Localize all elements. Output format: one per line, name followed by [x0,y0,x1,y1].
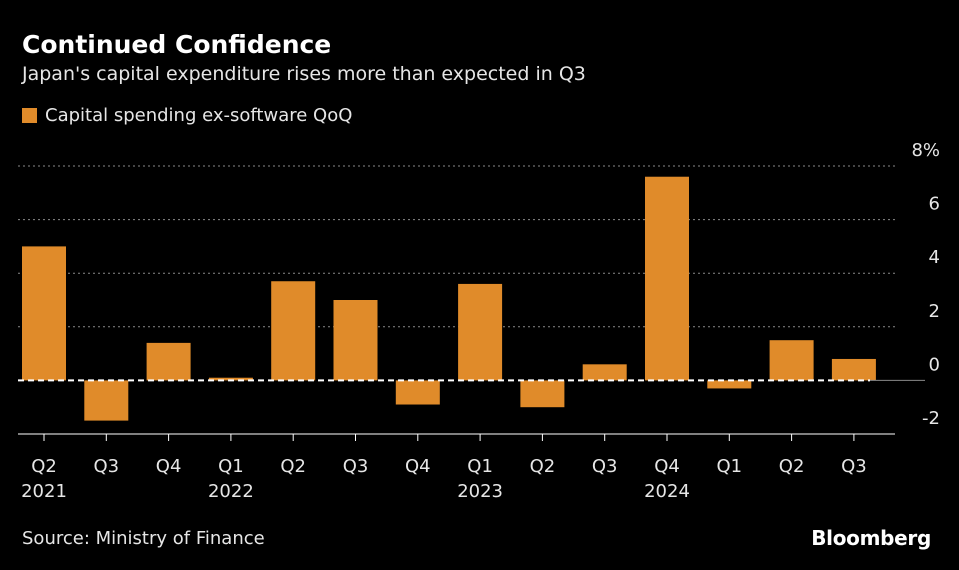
y-tick-label: 6 [929,194,940,215]
bar [520,380,565,408]
bar [84,380,129,421]
bar [208,377,253,381]
bar [769,340,814,381]
x-tick-label: Q2 [779,456,805,477]
x-tick-label: Q4 [156,456,182,477]
bar [395,380,440,405]
bar [333,300,378,381]
bar [22,246,66,381]
legend: Capital spending ex-software QoQ [22,105,352,126]
legend-label: Capital spending ex-software QoQ [45,105,353,126]
x-tick-label: Q1 [716,456,742,477]
tick-labels: 8% 6 4 2 0 -2 Q2 2021 Q3 Q4 Q1 2022 Q2 Q3 Q4 Q1 2023 Q2 Q3… [21,140,940,502]
legend-swatch [22,108,37,123]
bar [707,380,752,389]
chart-title: Continued Confidence [22,30,332,59]
axes [18,379,925,441]
x-year-label: 2022 [208,481,254,502]
x-tick-label: Q3 [841,456,867,477]
bar [271,281,316,381]
x-tick-label: Q4 [405,456,431,477]
x-tick-label: Q3 [93,456,119,477]
x-tick-label: Q3 [343,456,369,477]
bar [645,176,689,381]
y-tick-label: 4 [929,247,940,268]
y-tick-label: 0 [929,354,940,375]
bar [458,283,503,381]
x-year-label: 2021 [21,481,67,502]
x-year-label: 2024 [644,481,690,502]
x-tick-label: Q3 [592,456,618,477]
x-tick-label: Q2 [530,456,556,477]
x-tick-label: Q1 [218,456,244,477]
source-note: Source: Ministry of Finance [22,528,265,549]
y-tick-label: -2 [922,408,940,429]
bar [831,358,876,381]
bar [146,342,191,381]
chart-subtitle: Japan's capital expenditure rises more t… [22,63,586,85]
y-tick-label: 2 [929,301,940,322]
bloomberg-logo: Bloomberg [811,526,931,550]
x-tick-label: Q1 [467,456,493,477]
x-year-label: 2023 [457,481,503,502]
bar [582,364,627,381]
y-tick-label: 8% [911,140,940,161]
x-tick-label: Q2 [280,456,306,477]
x-tick-label: Q2 [31,456,57,477]
x-tick-label: Q4 [654,456,680,477]
gridlines [18,165,895,328]
bars [22,176,876,421]
